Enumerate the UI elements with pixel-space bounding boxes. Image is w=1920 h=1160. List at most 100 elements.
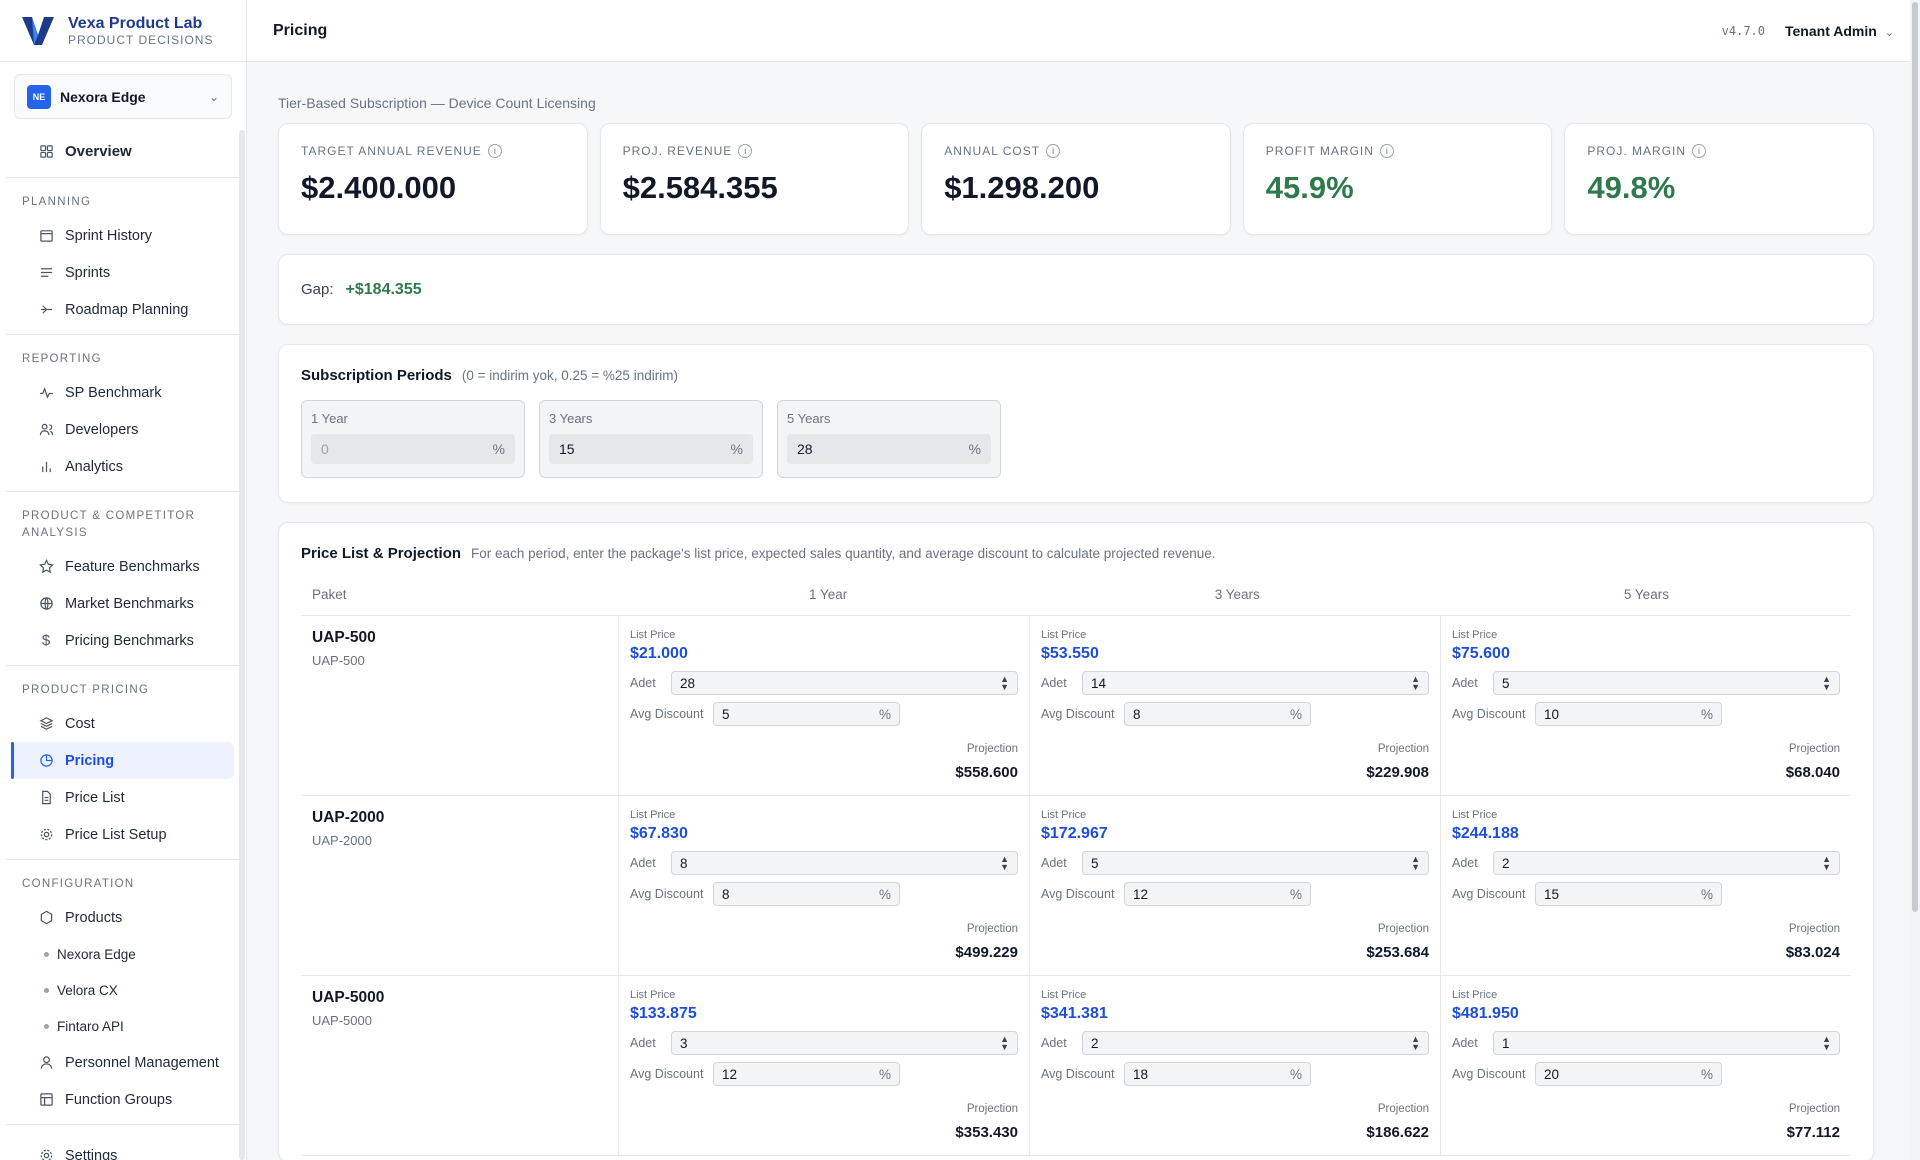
main-area: Pricing v4.7.0 Tenant Admin ⌄ Tier-Based …	[247, 0, 1920, 1160]
period-discount-input[interactable]: 28%	[787, 434, 991, 464]
list-price-value[interactable]: $341.381	[1041, 1005, 1108, 1022]
quantity-label: Adet	[1452, 1036, 1478, 1050]
stepper-arrows-icon[interactable]: ▲ ▼	[1411, 854, 1420, 872]
quantity-stepper[interactable]: 1 ▲ ▼	[1493, 1031, 1840, 1055]
list-price-value[interactable]: $53.550	[1041, 645, 1099, 662]
sidebar-subitem-nexora-edge[interactable]: Nexora Edge	[0, 936, 246, 972]
discount-input[interactable]: 5%	[713, 702, 900, 726]
list-price-value[interactable]: $172.967	[1041, 825, 1108, 842]
page-scrollbar[interactable]	[1910, 0, 1920, 1160]
period-discount-input[interactable]: 0%	[311, 434, 515, 464]
discount-input[interactable]: 15%	[1535, 882, 1722, 906]
quantity-label: Adet	[630, 1036, 656, 1050]
info-icon[interactable]: i	[487, 144, 502, 158]
discount-input[interactable]: 8%	[1124, 702, 1311, 726]
list-price-value[interactable]: $481.950	[1452, 1005, 1519, 1022]
quantity-stepper[interactable]: 5 ▲ ▼	[1082, 851, 1429, 875]
info-icon[interactable]: i	[1379, 144, 1394, 158]
stepper-arrows-icon[interactable]: ▲ ▼	[1000, 674, 1009, 692]
sidebar-item-price-list[interactable]: Price List	[12, 779, 234, 816]
sidebar-item-settings[interactable]: Settings	[12, 1137, 234, 1160]
quantity-stepper[interactable]: 3 ▲ ▼	[671, 1031, 1018, 1055]
sidebar-item-label: SP Benchmark	[65, 384, 162, 401]
stepper-arrows-icon[interactable]: ▲ ▼	[1000, 854, 1009, 872]
stepper-arrows-icon[interactable]: ▲ ▼	[1411, 674, 1420, 692]
sidebar-item-pricing[interactable]: Pricing	[11, 742, 234, 779]
sidebar-item-overview[interactable]: Overview	[12, 133, 234, 170]
quantity-stepper[interactable]: 28 ▲ ▼	[671, 671, 1018, 695]
period-discount-input[interactable]: 15%	[549, 434, 753, 464]
sidebar-subitem-fintaro-api[interactable]: Fintaro API	[0, 1008, 246, 1044]
projection-value: $253.684	[1366, 944, 1429, 961]
sidebar-item-pricing-benchmarks[interactable]: $ Pricing Benchmarks	[12, 622, 234, 659]
sidebar-item-sp-benchmark[interactable]: SP Benchmark	[12, 374, 234, 411]
brand[interactable]: Vexa Product Lab PRODUCT DECISIONS	[0, 0, 246, 62]
sidebar-item-sprint-history[interactable]: Sprint History	[12, 217, 234, 254]
list-price-value[interactable]: $75.600	[1452, 645, 1510, 662]
sidebar-item-price-list-setup[interactable]: Price List Setup	[12, 816, 234, 853]
stepper-arrows-icon[interactable]: ▲ ▼	[1822, 854, 1831, 872]
sidebar-item-label: Price List	[65, 789, 125, 806]
discount-input[interactable]: 18%	[1124, 1062, 1311, 1086]
info-icon[interactable]: i	[1046, 144, 1061, 158]
stepper-arrows-icon[interactable]: ▲ ▼	[1822, 674, 1831, 692]
percent-suffix: %	[1700, 706, 1713, 722]
sidebar-subitem-velora-cx[interactable]: Velora CX	[0, 972, 246, 1008]
package-code: UAP-500	[312, 653, 365, 668]
quantity-stepper[interactable]: 2 ▲ ▼	[1082, 1031, 1429, 1055]
section-title-product-competitor-analysis: PRODUCT & COMPETITOR ANALYSIS	[22, 510, 196, 539]
section-title: Subscription Periods	[301, 367, 452, 384]
list-price-value[interactable]: $67.830	[630, 825, 688, 842]
user-menu[interactable]: Tenant Admin ⌄	[1785, 23, 1894, 39]
discount-input[interactable]: 20%	[1535, 1062, 1722, 1086]
sidebar-item-function-groups[interactable]: Function Groups	[12, 1081, 234, 1118]
stepper-arrows-icon[interactable]: ▲ ▼	[1822, 1034, 1831, 1052]
discount-input[interactable]: 12%	[713, 1062, 900, 1086]
percent-suffix: %	[878, 706, 891, 722]
pie-chart-icon	[38, 753, 54, 769]
sidebar-item-personnel-management[interactable]: Personnel Management	[12, 1044, 234, 1081]
section-description: For each period, enter the package's lis…	[471, 546, 1216, 561]
scrollbar-thumb[interactable]	[1912, 2, 1918, 912]
info-icon[interactable]: i	[738, 144, 753, 158]
sidebar-scrollbar[interactable]	[239, 130, 245, 1160]
file-icon	[38, 790, 54, 806]
sidebar-item-products[interactable]: Products	[12, 899, 234, 936]
product-selector[interactable]: NE Nexora Edge ⌄	[14, 74, 232, 119]
list-price-label: List Price	[1452, 629, 1498, 641]
sidebar-item-market-benchmarks[interactable]: Market Benchmarks	[12, 585, 234, 622]
discount-label: Avg Discount	[1452, 1067, 1526, 1081]
discount-input[interactable]: 8%	[713, 882, 900, 906]
stepper-arrows-icon[interactable]: ▲ ▼	[1411, 1034, 1420, 1052]
brand-name: Vexa Product Lab	[68, 14, 203, 32]
stepper-arrows-icon[interactable]: ▲ ▼	[1000, 1034, 1009, 1052]
quantity-value: 1	[1502, 1035, 1510, 1051]
list-price-value[interactable]: $133.875	[630, 1005, 697, 1022]
quantity-stepper[interactable]: 2 ▲ ▼	[1493, 851, 1840, 875]
sidebar-item-developers[interactable]: Developers	[12, 411, 234, 448]
quantity-value: 8	[680, 855, 688, 871]
percent-suffix: %	[878, 886, 891, 902]
sidebar-item-roadmap-planning[interactable]: Roadmap Planning	[12, 291, 234, 328]
sidebar-item-label: Market Benchmarks	[65, 595, 194, 612]
kpi-card: PROJ. REVENUE i $2.584.355	[599, 123, 910, 235]
sidebar-item-analytics[interactable]: Analytics	[12, 448, 234, 485]
discount-input[interactable]: 10%	[1535, 702, 1722, 726]
info-icon[interactable]: i	[1692, 144, 1707, 158]
sidebar-item-cost[interactable]: Cost	[12, 705, 234, 742]
sidebar-item-feature-benchmarks[interactable]: Feature Benchmarks	[12, 548, 234, 585]
sidebar-item-sprints[interactable]: Sprints	[12, 254, 234, 291]
discount-label: Avg Discount	[630, 707, 704, 721]
projection-value: $558.600	[955, 764, 1018, 781]
period-cell: List Price $67.830 Adet 8 ▲ ▼ Avg Discount 8% Pr…	[618, 796, 1029, 975]
period-cell: List Price $133.875 Adet 3 ▲ ▼ Avg Discount 12%…	[618, 976, 1029, 1155]
input-value: 28	[797, 441, 813, 457]
quantity-stepper[interactable]: 8 ▲ ▼	[671, 851, 1018, 875]
list-price-value[interactable]: $21.000	[630, 645, 688, 662]
quantity-stepper[interactable]: 14 ▲ ▼	[1082, 671, 1429, 695]
list-price-value[interactable]: $244.188	[1452, 825, 1519, 842]
user-icon	[38, 1055, 54, 1071]
discount-input[interactable]: 12%	[1124, 882, 1311, 906]
gear-icon	[38, 827, 54, 843]
quantity-stepper[interactable]: 5 ▲ ▼	[1493, 671, 1840, 695]
